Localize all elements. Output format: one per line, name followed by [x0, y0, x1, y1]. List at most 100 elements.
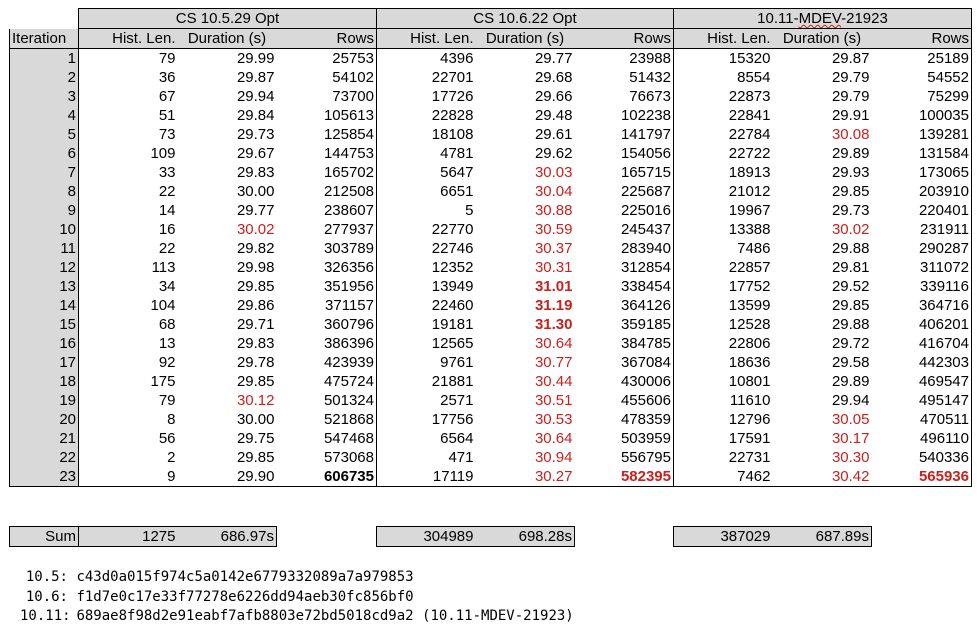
rows-cell: 312854 — [574, 258, 674, 277]
duration-cell: 31.01 — [534, 278, 573, 295]
table-row: 11 22 29.82 303789 22746 30.37 283940 7486 29.88… — [9, 239, 972, 258]
hash-line: 10.6: f1d7e0c17e33f77278e6226dd94aeb30fc… — [20, 588, 574, 608]
table-row: 6 109 29.67 144753 4781 29.62 154056 22722 29.89… — [9, 144, 972, 163]
iteration-cell: 1 — [9, 48, 79, 68]
hist-len-cell: 22828 — [431, 107, 474, 124]
rows-cell: 277937 — [276, 220, 377, 239]
rows-cell: 23988 — [574, 48, 674, 68]
hist-len-cell: 8 — [167, 411, 176, 428]
rows-cell: 173065 — [871, 163, 972, 182]
hist-len-cell: 14 — [158, 202, 176, 219]
rows-cell: 125854 — [276, 125, 377, 144]
iteration-cell: 16 — [9, 334, 79, 353]
hist-len-cell: 79 — [158, 392, 176, 409]
hist-len-header: Hist. Len. — [376, 28, 476, 49]
duration-cell: 31.19 — [534, 297, 573, 314]
hist-len-cell: 22806 — [728, 335, 771, 352]
hist-len-cell: 12528 — [728, 316, 771, 333]
table-row: 8 22 30.00 212508 6651 30.04 225687 21012 29.85 2… — [9, 182, 972, 201]
rows-cell: 406201 — [871, 315, 972, 334]
duration-cell: 29.79 — [831, 88, 870, 105]
hist-len-cell: 5 — [465, 202, 474, 219]
table-row: 16 13 29.83 386396 12565 30.64 384785 22806 29.7… — [9, 334, 972, 353]
duration-cell: 29.85 — [236, 449, 275, 466]
hist-len-cell: 9 — [78, 467, 178, 487]
group-title-2: CS 10.6.22 Opt — [376, 8, 674, 29]
duration-cell: 30.77 — [534, 354, 573, 371]
hist-len-cell: 73 — [158, 126, 176, 143]
sum-hist-len: 387029 — [673, 526, 773, 547]
rows-cell: 311072 — [871, 258, 972, 277]
duration-cell: 29.78 — [236, 354, 275, 371]
table-row: 1 79 29.99 25753 4396 29.77 23988 15320 29.87 251… — [9, 48, 972, 68]
rows-cell: 469547 — [871, 372, 972, 391]
hist-len-cell: 175 — [150, 373, 176, 390]
hist-len-cell: 2571 — [440, 392, 474, 409]
iteration-cell: 2 — [9, 68, 79, 87]
duration-header: Duration (s) — [772, 28, 872, 49]
hist-len-cell: 6651 — [440, 183, 474, 200]
hist-len-cell: 56 — [158, 430, 176, 447]
hist-len-cell: 17726 — [431, 88, 474, 105]
sum-table: Sum 1275 686.97s 304989 698.28s 387029 6… — [9, 526, 972, 547]
hist-len-cell: 5647 — [440, 164, 474, 181]
duration-cell: 29.73 — [831, 202, 870, 219]
rows-cell: 144753 — [276, 144, 377, 163]
hist-len-cell: 22841 — [728, 107, 771, 124]
table-row: 15 68 29.71 360796 19181 31.30 359185 12528 29.8… — [9, 315, 972, 334]
sum-duration: 686.97s — [177, 526, 277, 547]
duration-cell: 30.53 — [534, 411, 573, 428]
hist-len-cell: 22 — [158, 240, 176, 257]
hist-len-cell: 22701 — [431, 69, 474, 86]
hist-len-cell: 22784 — [728, 126, 771, 143]
table-row: 23 9 29.90 606735 17119 30.27 582395 7462 30.42 5… — [9, 467, 972, 487]
sum-hist-len: 304989 — [376, 526, 476, 547]
sum-hist-len: 1275 — [78, 526, 178, 547]
rows-cell: 338454 — [574, 277, 674, 296]
hist-len-cell: 22873 — [728, 88, 771, 105]
hash-value: f1d7e0c17e33f77278e6226dd94aeb30fc856bf0 — [76, 588, 414, 605]
rows-cell: 359185 — [574, 315, 674, 334]
iteration-cell: 9 — [9, 201, 79, 220]
rows-cell: 326356 — [276, 258, 377, 277]
rows-cell: 565936 — [871, 467, 972, 487]
hist-len-cell: 113 — [151, 259, 176, 276]
hist-len-cell: 16 — [158, 221, 176, 238]
sum-duration: 687.89s — [772, 526, 872, 547]
iteration-cell: 12 — [9, 258, 79, 277]
duration-header: Duration (s) — [177, 28, 277, 49]
rows-cell: 225687 — [574, 182, 674, 201]
duration-cell: 29.83 — [236, 335, 275, 352]
iteration-cell: 21 — [9, 429, 79, 448]
iteration-cell: 8 — [9, 182, 79, 201]
hist-len-cell: 18108 — [431, 126, 474, 143]
duration-cell: 29.94 — [831, 392, 870, 409]
rows-cell: 54552 — [871, 68, 972, 87]
rows-cell: 290287 — [871, 239, 972, 258]
rows-cell: 384785 — [574, 334, 674, 353]
duration-cell: 30.00 — [236, 183, 275, 200]
hist-len-cell: 22770 — [431, 221, 474, 238]
hist-len-cell: 17119 — [376, 467, 476, 487]
hash-value: c43d0a015f974c5a0142e6779332089a7a979853 — [76, 569, 414, 585]
hist-len-cell: 7486 — [737, 240, 771, 257]
hist-len-cell: 7462 — [673, 467, 773, 487]
hash-label: 10.5: — [25, 569, 68, 585]
rows-cell: 371157 — [276, 296, 377, 315]
hist-len-cell: 19967 — [728, 202, 771, 219]
hist-len-cell: 12565 — [431, 335, 474, 352]
iteration-cell: 6 — [9, 144, 79, 163]
rows-cell: 25189 — [871, 48, 972, 68]
duration-cell: 29.88 — [831, 316, 870, 333]
hist-len-cell: 12796 — [728, 411, 771, 428]
duration-cell: 30.42 — [772, 467, 872, 487]
rows-cell: 367084 — [574, 353, 674, 372]
rows-cell: 73700 — [276, 87, 377, 106]
duration-cell: 30.02 — [236, 221, 275, 238]
duration-cell: 30.30 — [831, 449, 870, 466]
duration-cell: 29.85 — [236, 373, 275, 390]
duration-cell: 30.05 — [831, 411, 870, 428]
hist-len-cell: 18913 — [728, 164, 771, 181]
hist-len-cell: 68 — [158, 316, 176, 333]
group-title-3: 10.11-MDEV-21923 — [673, 8, 972, 29]
